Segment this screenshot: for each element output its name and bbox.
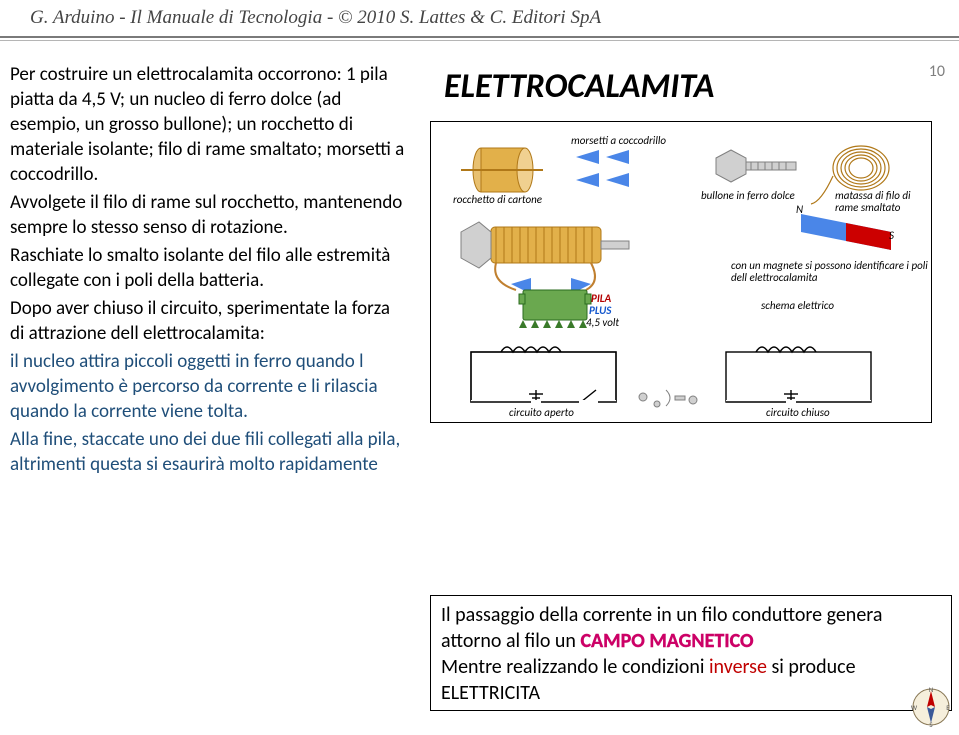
page-number: 10 bbox=[929, 62, 945, 81]
lbl-N: N bbox=[796, 204, 803, 216]
header-underline bbox=[0, 36, 959, 38]
svg-text:N: N bbox=[929, 685, 934, 694]
left-column: Per costruire un elettrocalamita occorro… bbox=[10, 62, 408, 480]
lbl-magnete-note: con un magnete si possono identificare i… bbox=[731, 260, 929, 284]
right-column: ELETTROCALAMITA bbox=[430, 62, 930, 423]
lbl-circuito-chiuso: circuito chiuso bbox=[766, 407, 830, 419]
lbl-circuito-aperto: circuito aperto bbox=[509, 407, 574, 419]
inverse-word: inverse bbox=[709, 655, 767, 679]
header-underline-2 bbox=[0, 40, 959, 41]
svg-text:E: E bbox=[946, 703, 950, 712]
bottom-line2a: Mentre realizzando le condizioni bbox=[441, 655, 709, 679]
para-intro: Per costruire un elettrocalamita occorro… bbox=[10, 62, 408, 187]
svg-text:W: W bbox=[911, 703, 918, 712]
para-avvolgete: Avvolgete il filo di rame sul rocchetto,… bbox=[10, 190, 408, 240]
diagram-box: rocchetto di cartone morsetti a coccodri… bbox=[430, 121, 932, 423]
lbl-S: S bbox=[889, 230, 894, 242]
lbl-matassa: matassa di filo di rame smaltato bbox=[835, 190, 925, 214]
campo-magnetico: CAMPO MAGNETICO bbox=[580, 629, 753, 653]
lbl-volt: 4,5 volt bbox=[586, 316, 619, 329]
bottom-box: Il passaggio della corrente in un filo c… bbox=[430, 595, 952, 711]
lbl-bullone: bullone in ferro dolce bbox=[701, 190, 795, 202]
lbl-morsetti: morsetti a coccodrillo bbox=[571, 135, 666, 147]
lbl-rocchetto: rocchetto di cartone bbox=[453, 194, 542, 206]
diagram-title: ELETTROCALAMITA bbox=[444, 66, 930, 107]
para-sperimentate: Dopo aver chiuso il circuito, sperimenta… bbox=[10, 296, 408, 346]
svg-text:S: S bbox=[929, 720, 932, 729]
lbl-schema: schema elettrico bbox=[761, 300, 834, 312]
para-staccate: Alla fine, staccate uno dei due fili col… bbox=[10, 427, 408, 477]
compass-icon: N S E W bbox=[909, 685, 953, 729]
para-nucleo: il nucleo attira piccoli oggetti in ferr… bbox=[10, 349, 408, 424]
header-credits: G. Arduino - Il Manuale di Tecnologia - … bbox=[0, 0, 959, 36]
para-raschiate: Raschiate lo smalto isolante del filo al… bbox=[10, 243, 408, 293]
